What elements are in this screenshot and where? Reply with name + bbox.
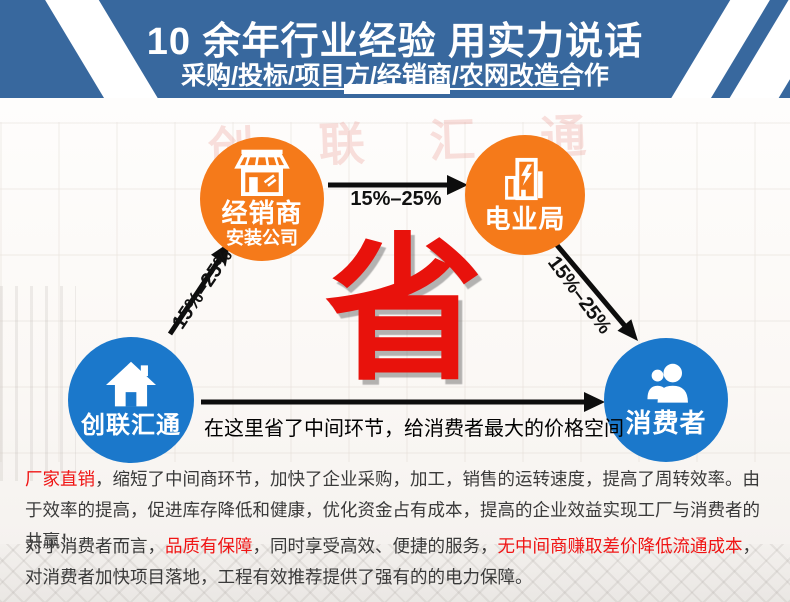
node-consumer-label: 消费者: [625, 408, 707, 439]
node-company: 创联汇通: [68, 337, 194, 463]
node-power-bureau-label: 电业局: [484, 204, 566, 235]
house-icon: [106, 362, 156, 407]
power-building-icon: [505, 158, 543, 201]
paragraph-1-text: ，缩短了中间商环节，加快了企业采购，加工，销售的运转速度，提高了周转效率。由于效…: [25, 469, 760, 551]
paragraph-2-text-c: ，对消费者加快项目落地，工程有效推荐提供了强有的的电力保障。: [25, 536, 760, 587]
node-dealer-sublabel: 安装公司: [226, 228, 298, 249]
banner-title: 10 余年行业经验 用实力说话: [146, 21, 644, 63]
flow-note: 在这里省了中间环节，给消费者最大的价格空间: [204, 418, 624, 440]
edge-label-dealer-bureau: 15%–25%: [350, 188, 442, 210]
people-icon: [647, 363, 688, 403]
header-banner: 10 余年行业经验 用实力说话 采购/投标/项目方/经销商/农网改造合作: [0, 0, 790, 98]
node-consumer: 消费者: [604, 338, 728, 462]
paragraph-factory-direct: 厂家直销，缩短了中间商环节，加快了企业采购，加工，销售的运转速度，提高了周转效率…: [25, 464, 773, 557]
storefront-icon: [234, 149, 290, 196]
paragraph-2-text-b: ，同时享受高效、便捷的服务，: [252, 536, 498, 556]
paragraph-consumer-benefit: 对于消费者而言，品质有保障，同时享受高效、便捷的服务，无中间商赚取差价降低流通成…: [25, 531, 773, 593]
diagram-section: 创 联 汇 通: [0, 98, 790, 602]
fence-background: [0, 286, 76, 481]
node-dealer: 经销商 安装公司: [200, 137, 324, 261]
highlight-quality-guarantee: 品质有保障: [165, 536, 253, 556]
node-power-bureau: 电业局: [465, 135, 585, 255]
paragraph-2-text-a: 对于消费者而言，: [25, 536, 165, 556]
node-dealer-label: 经销商: [221, 197, 303, 228]
highlight-no-middleman: 无中间商赚取差价降低流通成本: [497, 536, 743, 556]
save-character: 省: [325, 223, 483, 399]
node-company-label: 创联汇通: [81, 412, 181, 440]
highlight-factory-direct: 厂家直销: [25, 469, 95, 489]
gate-background: [0, 544, 790, 602]
banner-underline: [218, 84, 574, 94]
